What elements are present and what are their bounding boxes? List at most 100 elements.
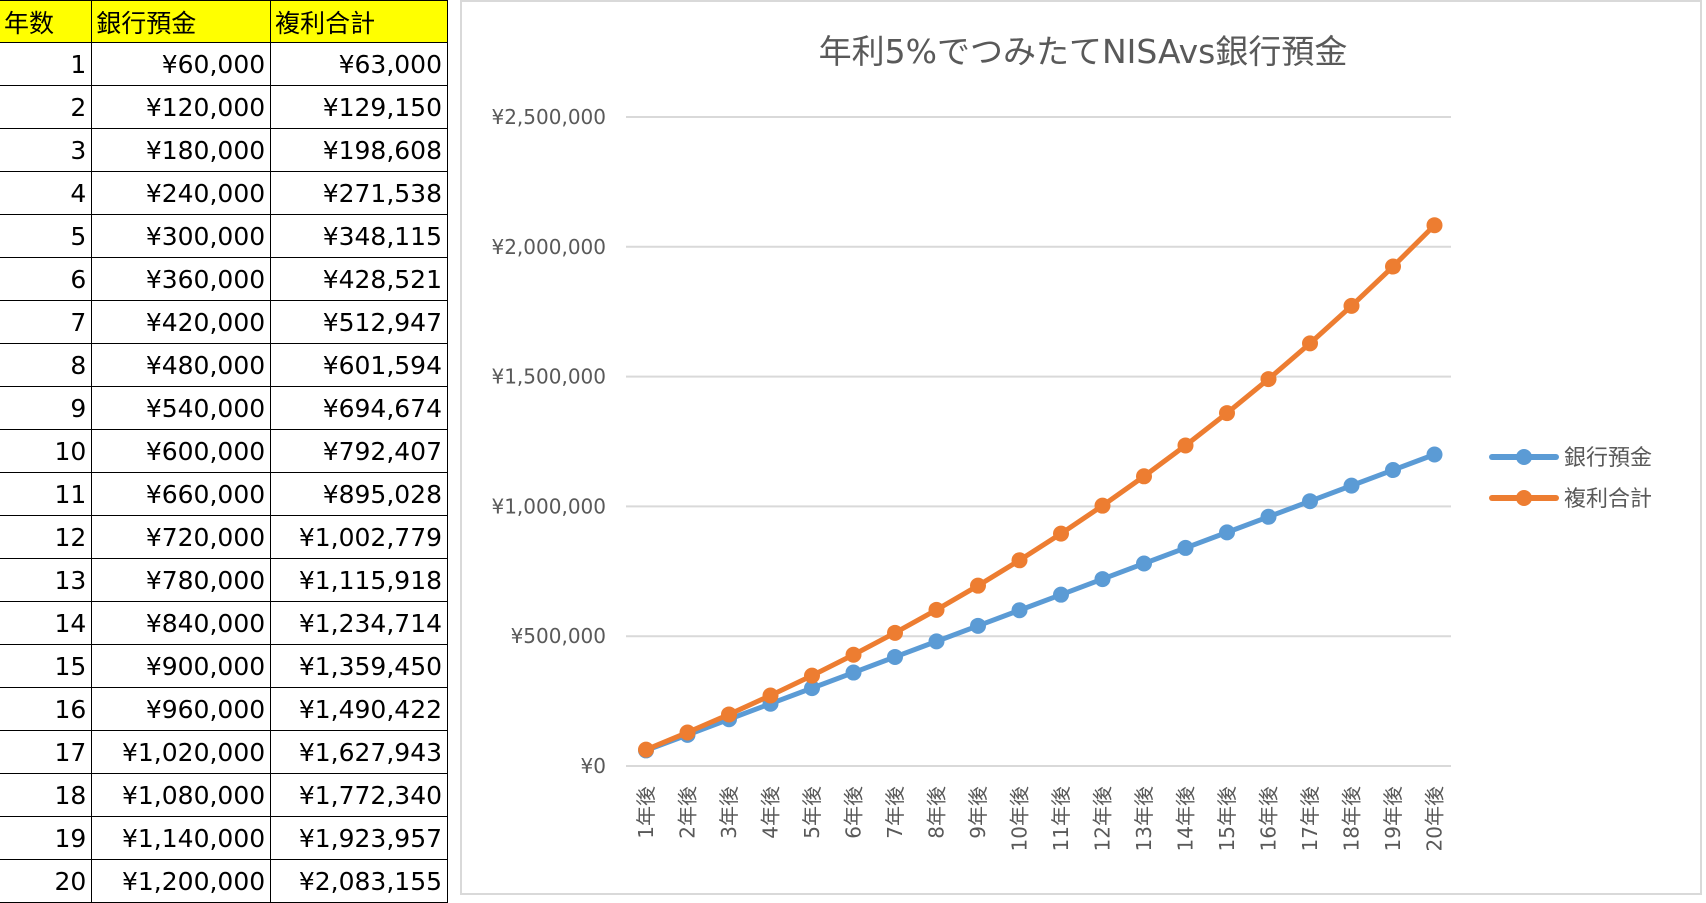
bank-deposit-cell[interactable]: ¥840,000 xyxy=(91,601,272,645)
data-point[interactable] xyxy=(1385,462,1401,479)
legend-item[interactable]: 銀行預金 xyxy=(1489,446,1652,471)
data-point[interactable] xyxy=(804,680,820,697)
compound-total-cell[interactable]: ¥271,538 xyxy=(270,171,448,215)
year-cell[interactable]: 15 xyxy=(0,644,93,688)
data-point[interactable] xyxy=(1343,477,1360,494)
bank-deposit-cell[interactable]: ¥900,000 xyxy=(91,644,272,688)
compound-total-cell[interactable]: ¥601,594 xyxy=(270,343,448,387)
year-cell[interactable]: 12 xyxy=(0,515,93,559)
bank-deposit-cell[interactable]: ¥540,000 xyxy=(91,386,272,430)
compound-total-cell[interactable]: ¥348,115 xyxy=(270,214,448,258)
data-point[interactable] xyxy=(1426,217,1443,234)
bank-deposit-cell[interactable]: ¥240,000 xyxy=(91,171,272,215)
year-cell[interactable]: 16 xyxy=(0,687,93,731)
compound-total-cell[interactable]: ¥792,407 xyxy=(270,429,448,473)
year-cell[interactable]: 19 xyxy=(0,816,93,860)
data-point[interactable] xyxy=(1177,539,1194,556)
data-point[interactable] xyxy=(1219,524,1235,541)
year-cell[interactable]: 8 xyxy=(0,343,93,387)
header-cell-years[interactable]: 年数 xyxy=(0,0,93,43)
data-point[interactable] xyxy=(1053,586,1069,603)
compound-total-cell[interactable]: ¥895,028 xyxy=(270,472,448,516)
bank-deposit-cell[interactable]: ¥1,200,000 xyxy=(91,859,272,903)
year-cell[interactable]: 20 xyxy=(0,859,93,903)
compound-total-cell[interactable]: ¥1,627,943 xyxy=(270,730,448,774)
bank-deposit-cell[interactable]: ¥660,000 xyxy=(91,472,272,516)
bank-deposit-cell[interactable]: ¥360,000 xyxy=(91,257,272,301)
data-point[interactable] xyxy=(1219,405,1235,422)
bank-deposit-cell[interactable]: ¥60,000 xyxy=(91,42,272,86)
data-point[interactable] xyxy=(1094,571,1111,588)
data-point[interactable] xyxy=(928,633,945,650)
data-point[interactable] xyxy=(679,724,696,741)
data-point[interactable] xyxy=(804,667,820,684)
data-point[interactable] xyxy=(1011,602,1028,619)
data-point[interactable] xyxy=(1426,446,1443,463)
bank-deposit-cell[interactable]: ¥420,000 xyxy=(91,300,272,344)
data-point[interactable] xyxy=(887,648,903,665)
bank-deposit-cell[interactable]: ¥480,000 xyxy=(91,343,272,387)
compound-total-cell[interactable]: ¥1,772,340 xyxy=(270,773,448,817)
data-point[interactable] xyxy=(1302,493,1318,510)
data-point[interactable] xyxy=(1260,371,1277,388)
bank-deposit-cell[interactable]: ¥960,000 xyxy=(91,687,272,731)
bank-deposit-cell[interactable]: ¥180,000 xyxy=(91,128,272,172)
header-cell-compound-total[interactable]: 複利合計 xyxy=(270,0,448,43)
data-point[interactable] xyxy=(1094,497,1111,514)
compound-total-cell[interactable]: ¥2,083,155 xyxy=(270,859,448,903)
year-cell[interactable]: 6 xyxy=(0,257,93,301)
year-cell[interactable]: 3 xyxy=(0,128,93,172)
legend-item[interactable]: 複利合計 xyxy=(1489,487,1652,512)
data-point[interactable] xyxy=(638,741,654,758)
year-cell[interactable]: 4 xyxy=(0,171,93,215)
bank-deposit-cell[interactable]: ¥780,000 xyxy=(91,558,272,602)
compound-total-cell[interactable]: ¥129,150 xyxy=(270,85,448,129)
data-point[interactable] xyxy=(887,624,903,641)
compound-total-cell[interactable]: ¥428,521 xyxy=(270,257,448,301)
year-cell[interactable]: 7 xyxy=(0,300,93,344)
data-point[interactable] xyxy=(1136,468,1152,485)
data-point[interactable] xyxy=(762,687,779,704)
data-point[interactable] xyxy=(1385,258,1401,275)
data-point[interactable] xyxy=(928,601,945,618)
compound-total-cell[interactable]: ¥1,490,422 xyxy=(270,687,448,731)
data-point[interactable] xyxy=(1343,297,1360,314)
bank-deposit-cell[interactable]: ¥720,000 xyxy=(91,515,272,559)
header-cell-bank-deposit[interactable]: 銀行預金 xyxy=(91,0,272,43)
compound-total-cell[interactable]: ¥694,674 xyxy=(270,386,448,430)
bank-deposit-cell[interactable]: ¥1,140,000 xyxy=(91,816,272,860)
compound-total-cell[interactable]: ¥1,359,450 xyxy=(270,644,448,688)
compound-total-cell[interactable]: ¥512,947 xyxy=(270,300,448,344)
bank-deposit-cell[interactable]: ¥600,000 xyxy=(91,429,272,473)
data-point[interactable] xyxy=(1053,525,1069,542)
year-cell[interactable]: 5 xyxy=(0,214,93,258)
data-point[interactable] xyxy=(845,664,862,681)
year-cell[interactable]: 11 xyxy=(0,472,93,516)
year-cell[interactable]: 1 xyxy=(0,42,93,86)
year-cell[interactable]: 9 xyxy=(0,386,93,430)
year-cell[interactable]: 10 xyxy=(0,429,93,473)
data-point[interactable] xyxy=(970,617,986,634)
compound-total-cell[interactable]: ¥1,923,957 xyxy=(270,816,448,860)
compound-total-cell[interactable]: ¥1,002,779 xyxy=(270,515,448,559)
compound-total-cell[interactable]: ¥198,608 xyxy=(270,128,448,172)
data-point[interactable] xyxy=(970,577,986,594)
year-cell[interactable]: 13 xyxy=(0,558,93,602)
data-point[interactable] xyxy=(721,706,737,723)
data-point[interactable] xyxy=(1011,552,1028,569)
data-point[interactable] xyxy=(1302,335,1318,352)
compound-total-cell[interactable]: ¥63,000 xyxy=(270,42,448,86)
bank-deposit-cell[interactable]: ¥120,000 xyxy=(91,85,272,129)
year-cell[interactable]: 17 xyxy=(0,730,93,774)
bank-deposit-cell[interactable]: ¥300,000 xyxy=(91,214,272,258)
bank-deposit-cell[interactable]: ¥1,080,000 xyxy=(91,773,272,817)
series-line[interactable] xyxy=(645,223,1437,752)
year-cell[interactable]: 2 xyxy=(0,85,93,129)
year-cell[interactable]: 14 xyxy=(0,601,93,645)
bank-deposit-cell[interactable]: ¥1,020,000 xyxy=(91,730,272,774)
chart-area[interactable]: 年利5%でつみたてNISAvs銀行預金 ¥0 ¥500,000 ¥1,000,000… xyxy=(460,0,1702,895)
data-point[interactable] xyxy=(1260,508,1277,525)
compound-total-cell[interactable]: ¥1,234,714 xyxy=(270,601,448,645)
year-cell[interactable]: 18 xyxy=(0,773,93,817)
data-point[interactable] xyxy=(1177,437,1194,454)
